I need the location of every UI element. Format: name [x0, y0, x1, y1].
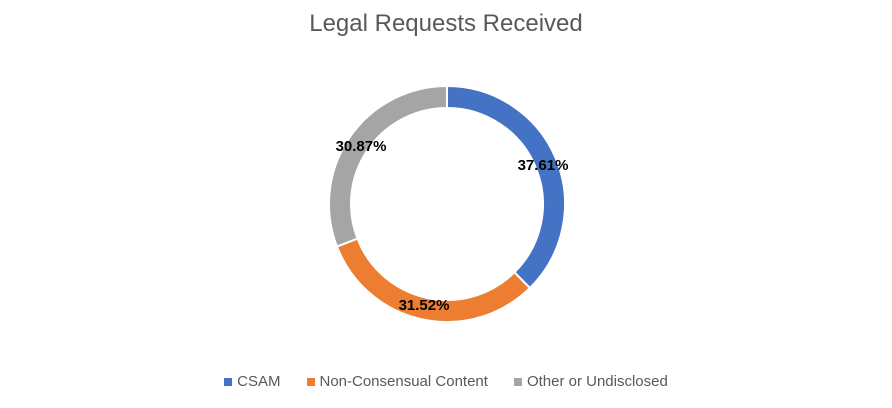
- legend: CSAM Non-Consensual Content Other or Undis…: [0, 373, 892, 390]
- legend-swatch: [224, 377, 233, 386]
- legend-label: Other or Undisclosed: [526, 373, 668, 390]
- legend-item: Non-Consensual Content: [306, 373, 488, 390]
- data-label: 37.61%: [518, 157, 569, 174]
- legend-swatch: [513, 377, 522, 386]
- legend-item: CSAM: [224, 373, 281, 390]
- data-label: 31.52%: [399, 297, 450, 314]
- data-label: 30.87%: [336, 138, 387, 155]
- legend-swatch: [306, 377, 315, 386]
- legend-item: Other or Undisclosed: [513, 373, 668, 390]
- legend-label: Non-Consensual Content: [319, 373, 488, 390]
- chart-title: Legal Requests Received: [309, 10, 583, 37]
- slice-other-or-undisclosed: [328, 84, 448, 248]
- legend-label: CSAM: [237, 373, 281, 390]
- slice-csam: [446, 84, 566, 290]
